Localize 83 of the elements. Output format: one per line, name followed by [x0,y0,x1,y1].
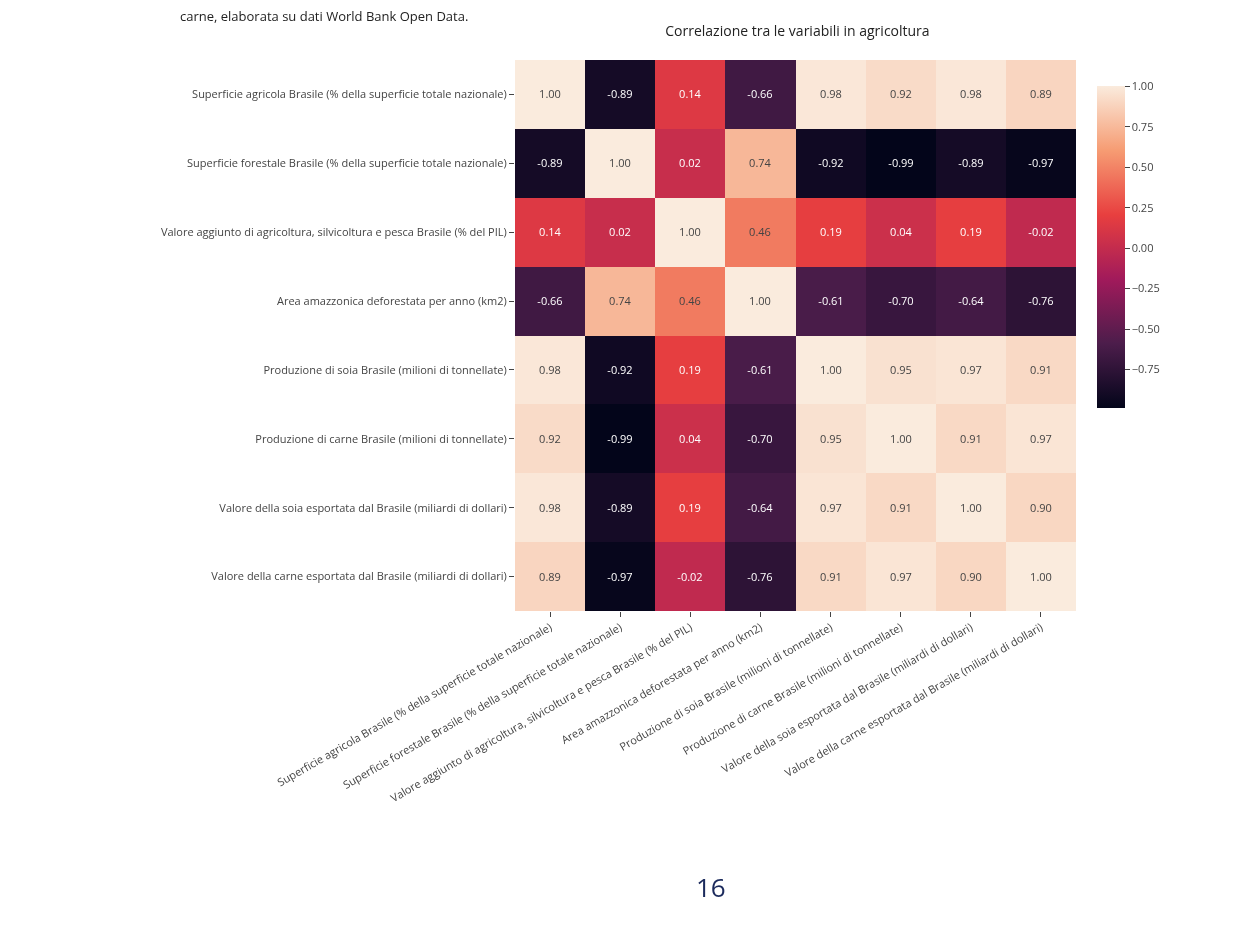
data-label: 0.97 [890,568,912,584]
data-label: -0.89 [537,154,563,170]
data-label: 0.89 [1030,85,1052,101]
data-label: 0.02 [609,223,631,239]
data-label: -0.66 [747,85,773,101]
data-label: 0.90 [960,568,982,584]
data-label: 0.98 [820,85,842,101]
data-label: 0.97 [820,499,842,515]
data-label: 0.74 [609,292,632,308]
data-label: 0.95 [820,430,842,446]
data-label: -0.66 [537,292,563,308]
data-label: 0.98 [539,361,561,377]
y-tick-label: Produzione di soia Brasile (milioni di tonnellate) [263,361,507,377]
y-tick-label: Superficie agricola Brasile (% della superficie totale nazionale) [192,86,507,102]
data-label: 0.92 [890,85,912,101]
data-label: 0.91 [1030,361,1052,377]
data-label: 0.14 [539,223,562,239]
data-label: 0.91 [890,499,912,515]
data-label: 0.19 [960,223,982,239]
data-label: 0.04 [890,223,913,239]
data-label: 0.98 [539,499,561,515]
data-label: 0.91 [960,430,982,446]
text: 16 [696,869,726,905]
data-label: -0.70 [747,430,773,446]
y-tick-label: Valore aggiunto di agricoltura, silvicoltura e pesca Brasile (% del PIL) [160,224,507,240]
data-label: 1.00 [960,499,982,515]
data-label: -0.61 [818,292,844,308]
data-label: 0.46 [749,223,771,239]
data-label: -0.99 [888,154,914,170]
data-label: -0.92 [607,361,633,377]
y-tick-label: Valore della carne esportata dal Brasile (miliardi di dollari) [211,568,507,584]
data-label: 0.02 [679,154,701,170]
color-bar-label: 0.25 [1131,199,1154,215]
y-tick-label: Produzione di carne Brasile (milioni di tonnellate) [255,430,507,446]
data-label: -0.02 [677,568,703,584]
color-bar-label: 0.75 [1131,118,1154,134]
data-label: 0.74 [749,154,772,170]
data-label: 1.00 [890,430,912,446]
data-label: -0.76 [747,568,773,584]
color-bar-label: 1.00 [1131,78,1154,94]
y-tick-label: Superficie forestale Brasile (% della superficie totale nazionale) [187,155,507,171]
data-label: 0.98 [960,85,982,101]
data-label: 0.19 [679,361,701,377]
data-label: 0.04 [679,430,702,446]
data-label: 0.90 [1030,499,1052,515]
data-label: 0.92 [539,430,561,446]
data-label: -0.97 [1028,154,1054,170]
y-tick-label: Valore della soia esportata dal Brasile (miliardi di dollari) [219,499,507,515]
text: carne, elaborata su dati World Bank Open Data. [180,7,469,25]
data-label: 0.89 [539,568,561,584]
y-tick-label: Area amazzonica deforestata per anno (km2) [276,292,507,308]
data-label: -0.92 [818,154,844,170]
data-label: 1.00 [749,292,771,308]
data-label: -0.89 [958,154,984,170]
color-bar-label: −0.75 [1131,361,1160,377]
data-label: -0.61 [747,361,773,377]
data-label: 0.97 [960,361,982,377]
data-label: 1.00 [679,223,701,239]
data-label: 0.91 [820,568,842,584]
data-label: 0.19 [679,499,701,515]
data-label: 0.95 [890,361,912,377]
color-bar-label: −0.25 [1131,280,1160,296]
color-bar-label: 0.50 [1131,159,1154,175]
data-label: -0.64 [747,499,774,515]
color-bar-label: −0.50 [1131,320,1160,336]
data-label: -0.89 [607,499,633,515]
data-label: 0.19 [820,223,842,239]
data-label: 0.14 [679,85,702,101]
data-label: 0.97 [1030,430,1052,446]
data-label: -0.70 [888,292,914,308]
data-label: -0.02 [1028,223,1054,239]
data-label: -0.99 [607,430,633,446]
data-label: -0.64 [958,292,985,308]
color-bar-label: 0.00 [1131,240,1154,255]
data-label: -0.89 [607,85,633,101]
data-label: 1.00 [820,361,842,377]
data-label: 0.46 [679,292,701,308]
data-label: 1.00 [539,85,561,101]
data-label: 1.00 [1030,568,1052,584]
data-label: -0.76 [1028,292,1054,308]
data-label: -0.97 [607,568,633,584]
data-label: 1.00 [609,154,631,170]
chart-title: Correlazione tra le variabili in agricoltura [665,21,930,41]
